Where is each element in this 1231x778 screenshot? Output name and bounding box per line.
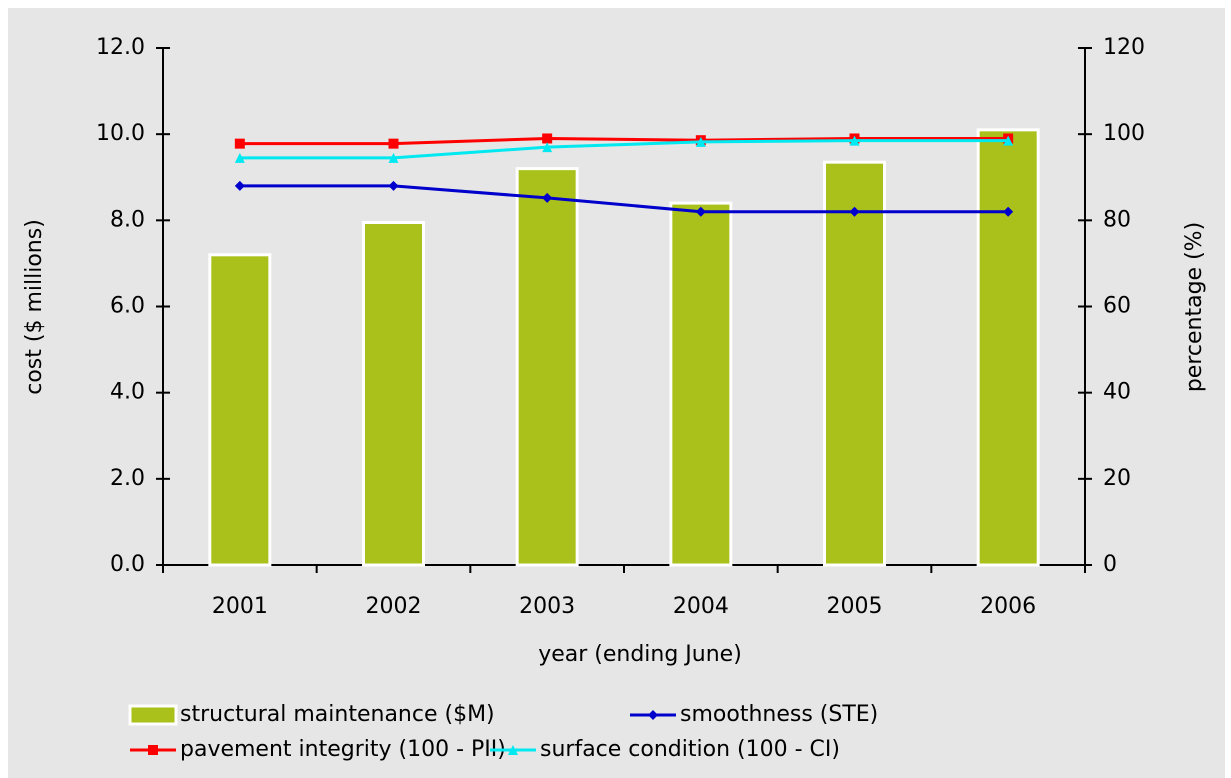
y-tick-label: 2.0: [110, 466, 145, 491]
marker: [542, 192, 553, 203]
y-axis-title: cost ($ millions): [22, 219, 47, 395]
bar: [362, 220, 425, 567]
y-tick-label: 8.0: [110, 207, 145, 232]
line: [239, 184, 1009, 214]
legend-swatch: [128, 704, 178, 726]
marker: [542, 133, 553, 144]
bar: [823, 160, 886, 567]
marker: [234, 138, 245, 149]
y2-tick-label: 40: [1103, 380, 1131, 405]
y-tick-label: 10.0: [96, 121, 145, 146]
y-tick-label: 4.0: [110, 380, 145, 405]
marker: [648, 710, 658, 720]
x-tick-label: 2003: [519, 594, 575, 619]
line: [239, 136, 1009, 146]
marker: [234, 152, 245, 163]
marker: [1003, 206, 1014, 217]
legend-label: surface condition (100 - CI): [540, 737, 840, 762]
legend-label: smoothness (STE): [680, 702, 878, 727]
y2-tick-label: 60: [1103, 294, 1131, 319]
marker: [695, 136, 706, 147]
x-tick-label: 2006: [980, 594, 1036, 619]
x-tick-label: 2004: [673, 594, 729, 619]
x-tick-label: 2002: [366, 594, 422, 619]
y2-tick-label: 0: [1103, 552, 1117, 577]
y2-tick-label: 100: [1103, 121, 1145, 146]
bar: [669, 201, 733, 567]
legend-label: pavement integrity (100 - PII): [180, 737, 506, 762]
marker: [388, 180, 399, 191]
marker: [508, 745, 518, 755]
marker: [849, 206, 860, 217]
y2-axis-title: percentage (%): [1182, 222, 1207, 392]
x-axis-title: year (ending June): [538, 642, 742, 667]
marker: [388, 152, 399, 163]
marker: [695, 206, 706, 217]
x-tick-label: 2001: [212, 594, 268, 619]
y2-tick-label: 120: [1103, 35, 1145, 60]
y2-tick-label: 20: [1103, 466, 1131, 491]
y-tick-label: 0.0: [110, 552, 145, 577]
y2-tick-label: 80: [1103, 207, 1131, 232]
bar: [208, 253, 272, 567]
y-tick-label: 6.0: [110, 294, 145, 319]
legend-label: structural maintenance ($M): [180, 702, 495, 727]
marker: [234, 180, 245, 191]
marker: [542, 142, 553, 153]
line: [239, 139, 1009, 160]
bar: [976, 128, 1040, 567]
marker: [388, 138, 399, 149]
x-tick-label: 2005: [827, 594, 883, 619]
y-tick-label: 12.0: [96, 35, 145, 60]
marker: [1003, 135, 1014, 146]
marker: [849, 135, 860, 146]
bar: [515, 167, 579, 567]
marker: [148, 745, 158, 755]
